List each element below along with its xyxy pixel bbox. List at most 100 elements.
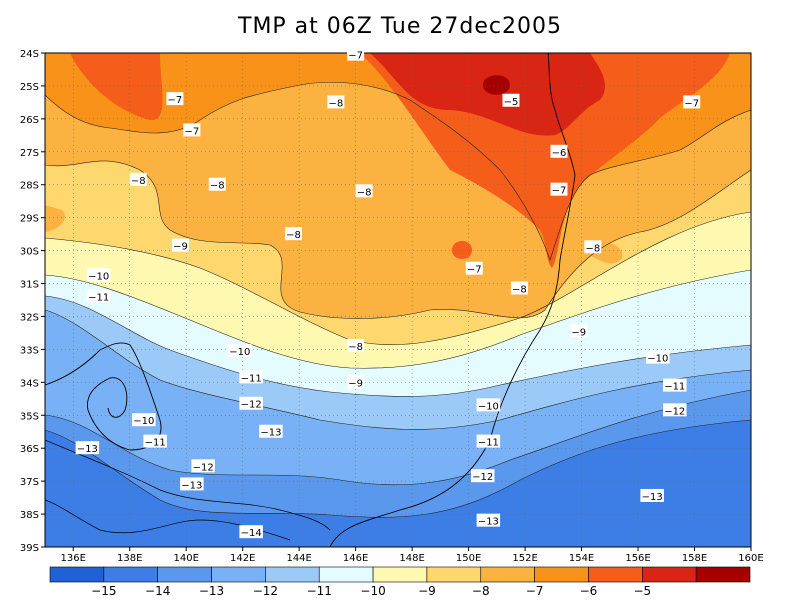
contour-label-text: −5 (504, 97, 519, 108)
contour-label: −7 (465, 261, 483, 276)
border-line (45, 439, 331, 531)
lon-tick-label: 150E (456, 553, 481, 564)
contour-label-text: −11 (145, 438, 166, 449)
contour-label-text: −7 (552, 186, 567, 197)
contour-label: −10 (132, 413, 156, 427)
contour-label: −5 (502, 93, 520, 108)
contour-label-text: −8 (210, 181, 225, 192)
contour-label-text: −10 (88, 271, 109, 282)
contour-label-box (239, 370, 263, 384)
contour-label-text: −13 (260, 428, 281, 439)
contour-label-box (86, 268, 111, 282)
contour-label: −10 (476, 398, 501, 412)
colorbar-swatch (103, 566, 158, 583)
contour-label: −7 (550, 182, 568, 197)
contour-label-text: −9 (173, 242, 188, 253)
contour-label-box (172, 238, 190, 252)
contour-label-text: −14 (241, 528, 262, 539)
colorbar-label: −7 (526, 584, 544, 598)
lat-tick-label: 26S (20, 115, 39, 126)
contour-label: −12 (663, 403, 687, 417)
contour-label: −13 (75, 441, 100, 455)
cool-patch-1 (234, 111, 373, 191)
colorbar-label: −13 (199, 584, 224, 598)
contour-label: −8 (510, 281, 528, 295)
contour-label-box (208, 177, 226, 191)
contour-label-text: −8 (512, 284, 527, 295)
contour-label: −10 (86, 268, 111, 282)
lat-tick-label: 29S (20, 214, 39, 225)
lat-tick-label: 36S (20, 444, 39, 455)
contour-label-text: −8 (131, 176, 146, 187)
contour-label-text: −8 (328, 98, 343, 109)
contour-label: −7 (347, 47, 365, 62)
contour-label: −13 (259, 424, 283, 439)
contour-label-box (355, 184, 373, 198)
contour-label-box (75, 441, 100, 455)
contour-label-box (180, 477, 204, 491)
lat-tick-label: 33S (20, 345, 39, 356)
latitude-ticks: 24S 25S 26S 27S 28S 29S 30S 31S 32S 33S 34S 35S 36S 3… (20, 49, 45, 554)
contour-label-text: −11 (664, 382, 685, 393)
contour-label-text: −10 (229, 347, 250, 358)
colorbar-swatch (265, 566, 320, 583)
colorbar-swatch (642, 566, 697, 583)
contour-label: −7 (683, 95, 701, 109)
contour-label: −8 (285, 227, 303, 241)
contour-label-box (259, 424, 283, 438)
contour-label-box (183, 123, 201, 137)
contour-label: −9 (347, 375, 365, 389)
map-title: TMP at 06Z Tue 27dec2005 (238, 14, 562, 39)
contour-label-text: −10 (133, 416, 154, 427)
contour-label-text: −7 (684, 98, 699, 109)
contour-label-box (347, 375, 365, 389)
contour-label-text: −8 (348, 342, 363, 353)
contour-label: −9 (570, 324, 588, 338)
lon-tick-label: 138E (117, 553, 142, 564)
colorbar-swatch (695, 566, 751, 583)
contour-label-box (132, 413, 156, 427)
colorbar-label: −6 (580, 584, 598, 598)
lat-tick-label: 31S (20, 280, 39, 291)
contour-label-text: −8 (585, 243, 600, 254)
contour-labels: −7 −7 −7 −7 −5 −6 −7 −8 −8 −8 −8 −8 −9 −8 −7 −8 −10 −11 −9… (75, 47, 701, 539)
contour-label: −11 (663, 378, 687, 393)
colorbar-swatch (480, 566, 535, 583)
contour-label-box (327, 95, 345, 109)
contour-label: −13 (180, 477, 204, 491)
contour-label: −7 (166, 92, 184, 106)
lon-tick-label: 154E (569, 553, 594, 564)
lat-tick-label: 38S (20, 510, 39, 521)
contour-label: −6 (550, 144, 568, 159)
lat-tick-label: 39S (20, 543, 39, 554)
lon-tick-label: 158E (682, 553, 707, 564)
contour-label-box (239, 396, 263, 410)
colorbar-label: −11 (307, 584, 332, 598)
contour-label-box (476, 434, 501, 448)
lat-tick-label: 34S (20, 378, 39, 389)
colorbar (49, 566, 751, 583)
lat-tick-label: 27S (20, 148, 39, 159)
contour-label: −13 (640, 488, 664, 503)
colorbar-label: −9 (418, 584, 436, 598)
contour-label: −12 (191, 459, 215, 473)
lat-tick-label: 35S (20, 411, 39, 422)
contour-label-box (191, 459, 215, 473)
contour-label-box (683, 95, 701, 109)
contour-label-text: −13 (77, 444, 98, 455)
colorbar-swatch (372, 566, 428, 583)
contour-label-box (646, 350, 670, 364)
gulf-coast (45, 342, 162, 451)
lat-tick-label: 32S (20, 312, 39, 323)
contour-label-text: −7 (348, 51, 363, 62)
contour-label-text: −10 (647, 354, 668, 365)
colorbar-label: −12 (253, 584, 278, 598)
colorbar-swatch (49, 566, 105, 583)
contour-label-text: −13 (642, 492, 663, 503)
colorbar-swatch (318, 566, 374, 583)
lat-tick-label: 37S (20, 477, 39, 488)
contour-label-box (166, 92, 184, 106)
lon-tick-label: 142E (230, 553, 255, 564)
contour-label: −13 (476, 513, 501, 528)
contour-label-text: −12 (193, 462, 214, 473)
